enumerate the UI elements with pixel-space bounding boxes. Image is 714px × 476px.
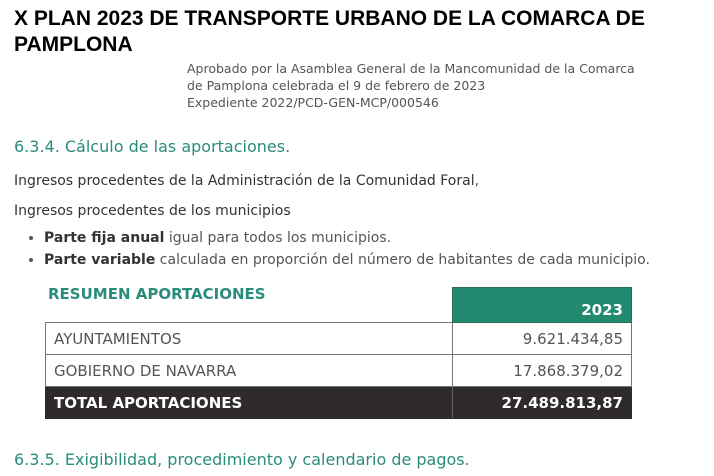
bullet-text: calculada en proporción del número de ha… (155, 252, 650, 268)
row-value: 9.621.434,85 (452, 322, 632, 355)
paragraph-bold: Ingresos procedentes de la Administració… (14, 173, 475, 189)
paragraph-tail: , (474, 173, 480, 189)
meta-line: de Pamplona celebrada el 9 de febrero de… (187, 78, 486, 93)
row-label: GOBIERNO DE NAVARRA (45, 354, 453, 387)
section-heading: 6.3.5. Exigibilidad, procedimiento y cal… (14, 450, 470, 469)
row-label: AYUNTAMIENTOS (45, 322, 453, 355)
bullet-list: Parte fija anual igual para todos los mu… (20, 227, 650, 271)
table-title: RESUMEN APORTACIONES (48, 285, 266, 303)
paragraph: Ingresos procedentes de los municipios (14, 203, 291, 219)
paragraph: Ingresos procedentes de la Administració… (14, 173, 479, 189)
row-value: 17.868.379,02 (452, 354, 632, 387)
meta-line: Expediente 2022/PCD-GEN-MCP/000546 (187, 95, 439, 110)
bullet-text: igual para todos los municipios. (164, 230, 392, 246)
bullet-bold: Parte variable (44, 252, 156, 268)
total-value: 27.489.813,87 (452, 386, 632, 419)
table-row: AYUNTAMIENTOS 9.621.434,85 (45, 322, 632, 355)
total-label: TOTAL APORTACIONES (45, 386, 453, 419)
bullet-bold: Parte fija anual (44, 230, 165, 246)
approval-meta: Aprobado por la Asamblea General de la M… (187, 60, 635, 111)
list-item: Parte fija anual igual para todos los mu… (44, 227, 650, 249)
total-row: TOTAL APORTACIONES 27.489.813,87 (45, 386, 632, 419)
column-header-year: 2023 (452, 287, 632, 323)
meta-line: Aprobado por la Asamblea General de la M… (187, 61, 635, 76)
list-item: Parte variable calculada en proporción d… (44, 249, 650, 271)
section-heading: 6.3.4. Cálculo de las aportaciones. (14, 137, 291, 156)
header-empty (46, 288, 453, 323)
contributions-table: 2023 AYUNTAMIENTOS 9.621.434,85 GOBIERNO … (45, 287, 632, 419)
table-row: GOBIERNO DE NAVARRA 17.868.379,02 (45, 354, 632, 387)
document-title: X PLAN 2023 DE TRANSPORTE URBANO DE LA C… (14, 7, 645, 56)
